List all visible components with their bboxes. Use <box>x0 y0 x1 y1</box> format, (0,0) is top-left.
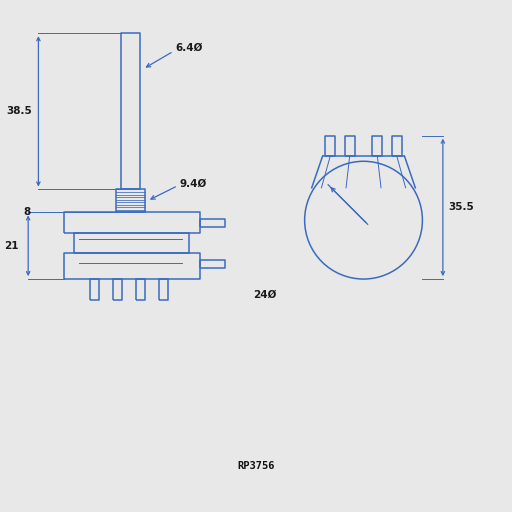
Text: 6.4Ø: 6.4Ø <box>175 42 202 53</box>
Text: 21: 21 <box>5 241 19 251</box>
Text: RP3756: RP3756 <box>237 461 275 471</box>
Text: 38.5: 38.5 <box>6 106 32 116</box>
Text: 8: 8 <box>24 207 31 218</box>
Text: 24Ø: 24Ø <box>253 289 276 300</box>
Text: 35.5: 35.5 <box>448 202 474 212</box>
Text: 9.4Ø: 9.4Ø <box>180 179 207 189</box>
